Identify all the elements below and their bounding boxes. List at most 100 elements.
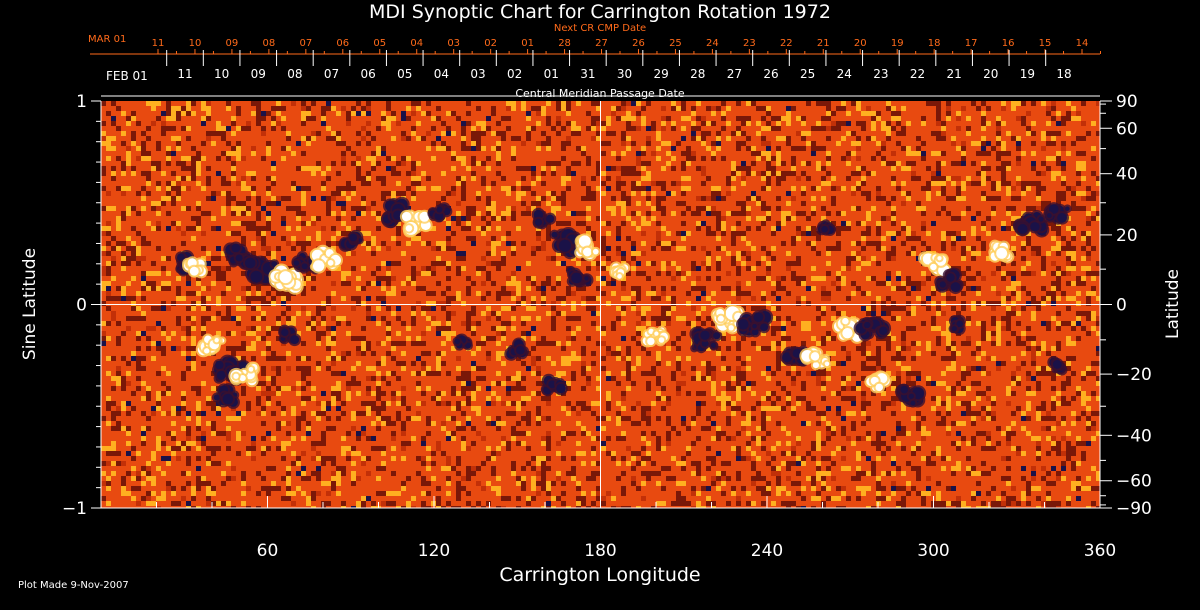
x-tick-label-240: 240: [751, 541, 783, 561]
y-axis-label-left: Sine Latitude: [20, 247, 40, 361]
cmp-date-label-15: 27: [727, 67, 742, 81]
cmp-date-label-23: 19: [1020, 67, 1035, 81]
central-meridian-label: Central Meridian Passage Date: [515, 87, 685, 100]
x-axis-label: Carrington Longitude: [499, 564, 701, 586]
cmp-date-label-22: 20: [983, 67, 998, 81]
cmp-date-label-13: 29: [653, 67, 668, 81]
next-date-label-7: 04: [410, 38, 423, 49]
cmp-date-label-3: 08: [287, 67, 302, 81]
cmp-date-label-24: 18: [1056, 67, 1071, 81]
next-date-label-1: 10: [189, 38, 202, 49]
active-region-20: [1012, 210, 1050, 238]
next-date-label-6: 05: [373, 38, 386, 49]
y-left-tick-label-1: 1: [76, 92, 87, 112]
active-region-21: [1042, 202, 1072, 225]
next-date-label-24: 15: [1039, 38, 1052, 49]
active-region-32: [710, 304, 745, 335]
active-region-2: [223, 241, 255, 271]
next-date-label-8: 03: [447, 38, 460, 49]
cmp-date-label-20: 22: [910, 67, 925, 81]
next-date-label-4: 07: [299, 38, 312, 49]
map-noise-texture: [101, 101, 1100, 508]
y-left-tick-label--1: −1: [62, 499, 87, 519]
y-left-tick-label-0: 0: [76, 296, 87, 316]
cmp-date-label-19: 23: [873, 67, 888, 81]
plot-date-footnote: Plot Made 9-Nov-2007: [18, 580, 129, 591]
x-tick-label-120: 120: [418, 541, 450, 561]
active-region-8: [381, 196, 410, 229]
next-date-label-0: 11: [152, 38, 165, 49]
active-region-30: [640, 325, 670, 348]
next-date-label-15: 24: [706, 38, 719, 49]
next-date-label-25: 14: [1076, 38, 1089, 49]
y-right-tick-label-0: 0: [1116, 296, 1127, 316]
y-axis-label-right: Latitude: [1163, 269, 1183, 339]
next-date-label-14: 25: [669, 38, 682, 49]
cmp-date-label-5: 06: [360, 67, 375, 81]
active-region-22: [195, 333, 227, 358]
active-region-40: [948, 314, 966, 336]
active-region-13: [565, 265, 594, 288]
active-region-1: [182, 256, 208, 279]
cmp-date-label-17: 25: [800, 67, 815, 81]
next-date-label-10: 01: [521, 38, 534, 49]
active-region-6: [309, 244, 343, 274]
next-cr-cmp-label: Next CR CMP Date: [553, 23, 647, 34]
cmp-date-label-4: 07: [324, 67, 339, 81]
active-region-29: [540, 373, 568, 397]
cmp-date-label-7: 04: [434, 67, 449, 81]
active-region-24: [228, 361, 260, 388]
active-region-4: [268, 263, 305, 295]
cmp-date-label-12: 30: [617, 67, 632, 81]
next-date-label-12: 27: [595, 38, 608, 49]
y-right-tick-label--60: −60: [1116, 472, 1152, 492]
next-date-label-23: 16: [1002, 38, 1015, 49]
active-region-39: [894, 383, 927, 408]
active-region-19: [988, 239, 1015, 264]
active-region-28: [504, 337, 530, 361]
y-right-tick-label-90: 90: [1116, 92, 1138, 112]
active-region-18: [934, 267, 964, 295]
cmp-date-label-14: 28: [690, 67, 705, 81]
cmp-date-label-16: 26: [763, 67, 778, 81]
active-region-17: [918, 251, 952, 279]
next-date-label-18: 21: [817, 38, 830, 49]
active-region-9: [399, 209, 433, 238]
active-region-15: [609, 261, 631, 281]
next-date-label-9: 02: [484, 38, 497, 49]
y-right-tick-label-20: 20: [1116, 226, 1138, 246]
cmp-date-label-8: 03: [470, 67, 485, 81]
cmp-date-label-21: 21: [946, 67, 961, 81]
cmp-date-first-label: FEB 01: [106, 69, 148, 83]
y-right-tick-label-60: 60: [1116, 119, 1138, 139]
active-region-14: [574, 233, 601, 262]
x-tick-label-300: 300: [917, 541, 949, 561]
next-date-label-22: 17: [965, 38, 978, 49]
active-region-27: [452, 333, 473, 351]
active-region-26: [278, 324, 302, 347]
cmp-date-label-10: 01: [544, 67, 559, 81]
axis-ticks: 60 120 180 240 300 360 −1 0 1 90 60 40 20 0 −20 −40 −60 −…: [62, 92, 1152, 561]
crosshair-lines: [101, 101, 1100, 508]
cmp-date-label-11: 31: [580, 67, 595, 81]
next-date-label-16: 23: [743, 38, 756, 49]
active-region-7: [338, 229, 364, 252]
active-region-38: [864, 370, 892, 394]
active-region-16: [815, 219, 837, 237]
next-date-label-20: 19: [891, 38, 904, 49]
next-date-label-17: 22: [780, 38, 793, 49]
active-region-10: [427, 202, 453, 223]
y-right-tick-label--90: −90: [1116, 499, 1152, 519]
cmp-date-label-1: 10: [214, 67, 229, 81]
chart-title: MDI Synoptic Chart for Carrington Rotati…: [369, 1, 831, 23]
active-region-11: [531, 207, 557, 230]
active-region-33: [736, 308, 774, 338]
y-right-tick-label-40: 40: [1116, 165, 1138, 185]
next-date-first-label: MAR 01: [88, 34, 126, 45]
active-region-35: [799, 345, 832, 371]
x-tick-label-180: 180: [584, 541, 616, 561]
next-date-label-13: 26: [632, 38, 645, 49]
active-region-41: [1047, 355, 1068, 376]
cmp-date-label-9: 02: [507, 67, 522, 81]
